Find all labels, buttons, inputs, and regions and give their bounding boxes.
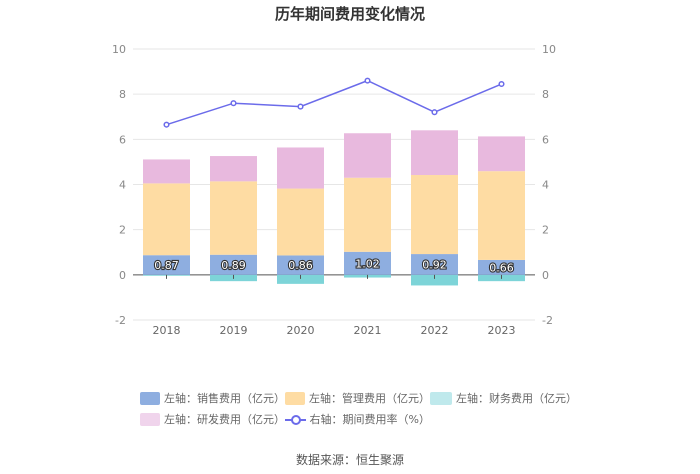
x-tick-label: 2020 [287, 324, 315, 337]
legend-item-expense-ratio[interactable]: 右轴：期间费用率（%） [285, 411, 430, 427]
x-tick-label: 2019 [220, 324, 248, 337]
legend-label-admin: 左轴：管理费用（亿元） [309, 392, 430, 405]
bar-data-label: 0.89 [221, 259, 246, 272]
chart-legend: 左轴：销售费用（亿元） 左轴：管理费用（亿元） 左轴：财务费用（亿元） 左轴：研… [140, 388, 580, 430]
legend-label-finance: 左轴：财务费用（亿元） [456, 392, 577, 405]
bar-sales-expense [344, 251, 391, 275]
legend-item-sales-expense[interactable]: 左轴：销售费用（亿元） [140, 390, 285, 406]
bar-data-label: 0.86 [288, 259, 313, 272]
legend-label-ratio: 右轴：期间费用率（%） [309, 413, 430, 426]
bar-admin-expense [210, 181, 257, 255]
bar-data-label: 0.87 [154, 259, 179, 272]
y-right-tick-label: 8 [542, 88, 549, 101]
y-left-tick-label: 2 [119, 224, 126, 237]
x-tick-label: 2018 [153, 324, 181, 337]
y-left-tick-label: 8 [119, 88, 126, 101]
chart-canvas: -2 0 2 4 6 8 10 -2 0 2 4 6 8 10 0.87 2018 0.89 2019 0.86 20… [112, 43, 556, 337]
y-right-tick-label: 0 [542, 269, 549, 282]
legend-swatch-admin [285, 391, 305, 405]
y-right-tick-label: 6 [542, 133, 549, 146]
y-left-tick-label: -2 [115, 314, 126, 327]
y-left-tick-label: 10 [112, 43, 126, 56]
legend-label-rd: 左轴：研发费用（亿元） [164, 413, 285, 426]
bar-sales-expense [210, 254, 257, 275]
expense-ratio-point [163, 121, 170, 128]
chart-title: 历年期间费用变化情况 [274, 5, 425, 23]
expense-ratio-line [166, 79, 502, 126]
legend-item-admin-expense[interactable]: 左轴：管理费用（亿元） [285, 390, 430, 406]
expense-ratio-point [431, 109, 438, 116]
legend-item-finance-expense[interactable]: 左轴：财务费用（亿元） [430, 390, 580, 406]
y-right-tick-label: 10 [542, 43, 556, 56]
bar-admin-expense [344, 177, 391, 252]
bar-admin-expense [143, 183, 190, 256]
legend-swatch-ratio-line [285, 413, 306, 426]
bar-admin-expense [411, 175, 458, 255]
data-source: 数据来源：恒生聚源 [295, 453, 404, 467]
bar-sales-expense [277, 255, 324, 275]
legend-swatch-rd [140, 412, 160, 426]
x-tick-label: 2022 [421, 324, 449, 337]
y-left-tick-label: 0 [119, 269, 126, 282]
x-tick-label: 2023 [488, 324, 516, 337]
bar-rd-expense [143, 159, 190, 184]
bar-sales-expense [143, 255, 190, 275]
bar-rd-expense [277, 147, 324, 189]
expense-ratio-point [297, 103, 304, 110]
legend-swatch-sales [140, 391, 160, 405]
y-left-tick-label: 6 [119, 133, 126, 146]
bar-sales-expense [478, 259, 525, 275]
bar-rd-expense [210, 156, 257, 182]
bar-data-label: 0.66 [489, 261, 514, 274]
bar-admin-expense [277, 188, 324, 256]
bar-sales-expense [411, 254, 458, 275]
expense-ratio-point [498, 80, 505, 88]
bar-admin-expense [478, 171, 525, 260]
legend-item-rd-expense[interactable]: 左轴：研发费用（亿元） [140, 411, 285, 427]
expense-ratio-point [364, 77, 371, 84]
bar-data-label: 0.92 [422, 258, 447, 271]
bar-finance-expense [411, 274, 458, 286]
y-right-tick-label: 4 [542, 179, 549, 192]
bar-data-label: 1.02 [355, 257, 380, 270]
bar-finance-expense [277, 274, 324, 284]
y-right-tick-label: 2 [542, 224, 549, 237]
expense-ratio-point [230, 100, 237, 107]
y-right-tick-label: -2 [542, 314, 553, 327]
legend-swatch-finance [430, 391, 452, 405]
legend-label-sales: 左轴：销售费用（亿元） [164, 392, 285, 405]
y-left-tick-label: 4 [119, 179, 126, 192]
x-tick-label: 2021 [354, 324, 382, 337]
bar-rd-expense [411, 130, 458, 176]
bar-rd-expense [478, 136, 525, 172]
bar-rd-expense [344, 133, 391, 178]
